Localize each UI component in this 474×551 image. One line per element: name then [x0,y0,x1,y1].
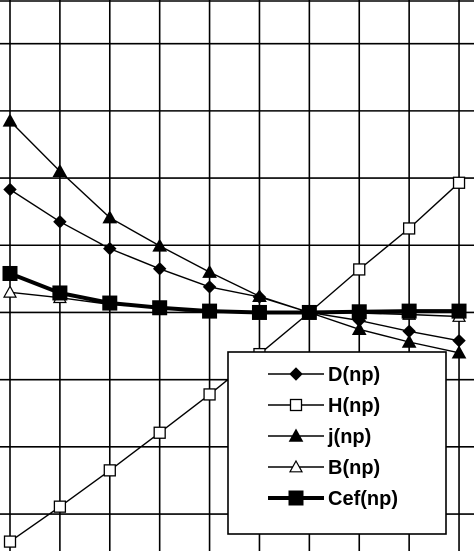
legend-label: j(np) [327,426,371,448]
marker-square-filled [152,300,168,316]
chart-legend: D(np) H(np) j(np) B(np) Cef(np) [227,351,447,535]
legend-box [227,351,447,535]
marker-triangle-open [2,285,18,298]
marker-triangle-filled [152,238,168,252]
marker-diamond-filled [3,182,17,197]
marker-triangle-filled [2,113,18,127]
marker-square-filled [251,304,267,320]
marker-square-filled [451,303,467,319]
marker-square-open [203,388,216,401]
marker-diamond-filled [289,367,303,381]
marker-triangle-filled [401,334,417,348]
marker-square-filled [288,490,304,506]
marker-square-filled [351,304,367,320]
marker-triangle-filled [288,428,304,442]
legend-label: Cef(np) [328,488,398,510]
marker-triangle-filled [52,163,68,178]
legend-label: B(np) [328,457,380,479]
marker-square-open [289,398,303,412]
marker-square-filled [52,285,68,301]
series-line-4 [9,271,459,315]
marker-square-filled [102,295,118,311]
marker-diamond-filled [152,262,167,276]
marker-triangle-filled [102,210,118,224]
marker-square-filled [2,265,18,281]
marker-square-open [353,263,366,276]
marker-square-open [153,426,166,439]
marker-triangle-filled [451,345,467,359]
series-line-2 [9,120,460,354]
marker-square-open [452,176,466,189]
marker-triangle-open [288,459,304,473]
marker-square-filled [202,303,218,319]
series-line-0 [9,188,460,342]
marker-diamond-filled [202,280,217,294]
marker-square-open [402,222,416,235]
marker-square-filled [301,304,317,320]
marker-triangle-filled [351,321,367,335]
legend-label: D(np) [328,364,380,386]
marker-diamond-filled [103,241,117,256]
marker-diamond-filled [53,215,67,229]
marker-diamond-filled [452,333,466,348]
marker-square-open [103,464,116,477]
legend-label: H(np) [328,395,380,417]
marker-triangle-filled [252,288,267,303]
marker-square-open [3,535,17,548]
marker-square-open [53,500,67,513]
marker-triangle-filled [202,264,217,278]
chart-series [2,113,467,548]
marker-square-filled [401,303,417,319]
